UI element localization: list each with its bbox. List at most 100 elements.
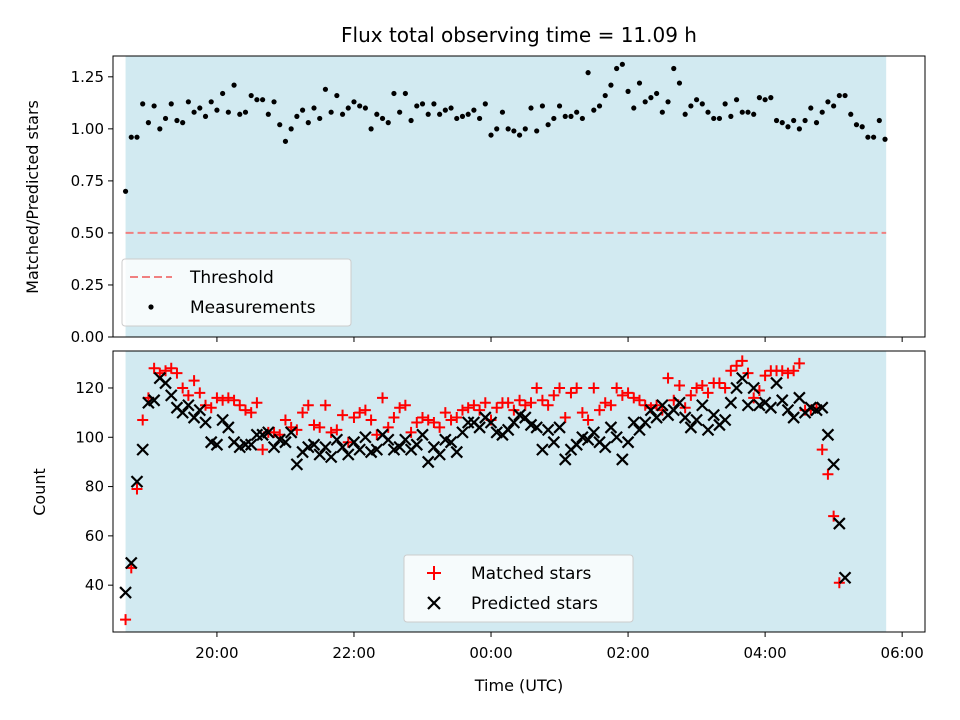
matched-star-point — [257, 444, 269, 456]
matched-star-point — [188, 375, 200, 387]
measurement-point — [728, 113, 734, 119]
predicted-star-point — [239, 438, 252, 451]
measurement-point — [813, 120, 820, 126]
measurement-point — [357, 103, 363, 109]
measurement-point — [796, 126, 802, 132]
predicted-star-point — [244, 438, 258, 451]
count-axes-frame — [112, 350, 926, 633]
predicted-star-point — [210, 438, 224, 451]
predicted-star-point — [473, 421, 486, 434]
measurement-point — [174, 117, 180, 124]
measurement-point — [351, 99, 357, 105]
measurement-point — [294, 113, 300, 119]
matched-star-point — [297, 407, 309, 419]
measurement-point — [391, 90, 397, 97]
predicted-star-point — [461, 416, 475, 429]
measurement-point — [568, 113, 574, 119]
measurement-point — [768, 95, 774, 101]
matched-star-point — [571, 382, 583, 394]
predicted-star-point — [735, 371, 749, 385]
measurement-point — [454, 115, 460, 122]
measurement-point — [499, 109, 506, 115]
predicted-star-point — [159, 376, 172, 390]
predicted-star-point — [290, 458, 304, 471]
measurement-point — [825, 99, 831, 105]
matched-star-point — [177, 382, 189, 394]
measurement-point — [654, 90, 660, 97]
matched-star-point — [182, 389, 194, 401]
ratio-y-tick-label: 1.25 — [71, 68, 104, 86]
matched-star-point — [691, 382, 703, 394]
matched-star-point — [171, 367, 183, 379]
matched-star-point — [782, 367, 794, 379]
predicted-star-point — [307, 438, 321, 451]
measurement-point — [819, 109, 825, 115]
predicted-star-point — [581, 433, 595, 447]
measurement-point — [237, 111, 243, 117]
measurement-point — [711, 115, 717, 122]
predicted-star-point — [262, 426, 275, 439]
predicted-star-point — [250, 428, 264, 442]
matched-star-point — [582, 414, 594, 426]
matched-star-point — [731, 360, 743, 372]
matched-star-point — [673, 380, 685, 392]
predicted-star-point — [147, 394, 161, 407]
measurement-point — [528, 105, 534, 111]
ratio-y-tick-label: 0.25 — [71, 276, 104, 294]
matched-star-point — [599, 397, 611, 409]
measurement-point — [579, 115, 585, 122]
measurement-point — [220, 90, 226, 97]
predicted-star-point — [587, 426, 601, 439]
matched-star-point — [377, 392, 389, 404]
measurement-point — [739, 109, 745, 115]
count-y-tick-label: 40 — [85, 576, 104, 594]
measurement-point — [756, 95, 763, 101]
predicted-star-point — [821, 428, 835, 442]
matched-star-point — [828, 510, 840, 522]
measurement-point — [431, 101, 437, 107]
predicted-star-point — [416, 428, 429, 442]
matched-star-point — [468, 399, 480, 411]
measurement-point — [368, 126, 374, 132]
matched-star-point — [319, 399, 331, 411]
matched-star-point — [725, 365, 737, 377]
measurement-point — [876, 117, 882, 124]
predicted-star-point — [410, 438, 424, 451]
measurement-point — [722, 101, 728, 107]
measurement-point — [859, 124, 865, 130]
count-y-label: Count — [30, 468, 49, 516]
measurement-point — [168, 101, 174, 107]
predicted-star-point — [838, 571, 852, 585]
measurement-point — [614, 65, 620, 72]
measurement-point — [511, 128, 517, 134]
predicted-star-point — [433, 448, 446, 461]
measurement-point — [591, 107, 597, 113]
measurement-point — [231, 82, 237, 88]
measurement-point — [151, 103, 157, 109]
matched-star-point — [365, 414, 377, 426]
measurement-point — [831, 103, 837, 109]
count-y-tick-label: 100 — [75, 428, 104, 446]
predicted-star-point — [421, 455, 435, 469]
measurement-point — [442, 107, 448, 113]
measurement-points — [122, 61, 888, 194]
measurement-point — [419, 101, 426, 107]
count-legend: Matched stars Predicted stars — [403, 554, 634, 623]
matched-star-point — [325, 426, 337, 438]
matched-star-point — [542, 399, 554, 411]
measurement-point — [145, 120, 152, 126]
matched-star-point — [217, 394, 229, 406]
predicted-star-point — [124, 556, 138, 570]
predicted-star-point — [787, 411, 800, 424]
measurement-point — [642, 99, 648, 105]
legend-matched-swatch — [427, 566, 441, 580]
matched-star-point — [822, 468, 834, 480]
matched-star-point — [474, 404, 486, 416]
measurement-point — [254, 97, 260, 103]
matched-star-point — [245, 407, 257, 419]
measurement-point — [322, 86, 329, 92]
predicted-star-point — [176, 406, 189, 419]
matched-star-point — [531, 382, 543, 394]
measurement-point — [494, 126, 500, 132]
predicted-star-point — [678, 411, 692, 424]
